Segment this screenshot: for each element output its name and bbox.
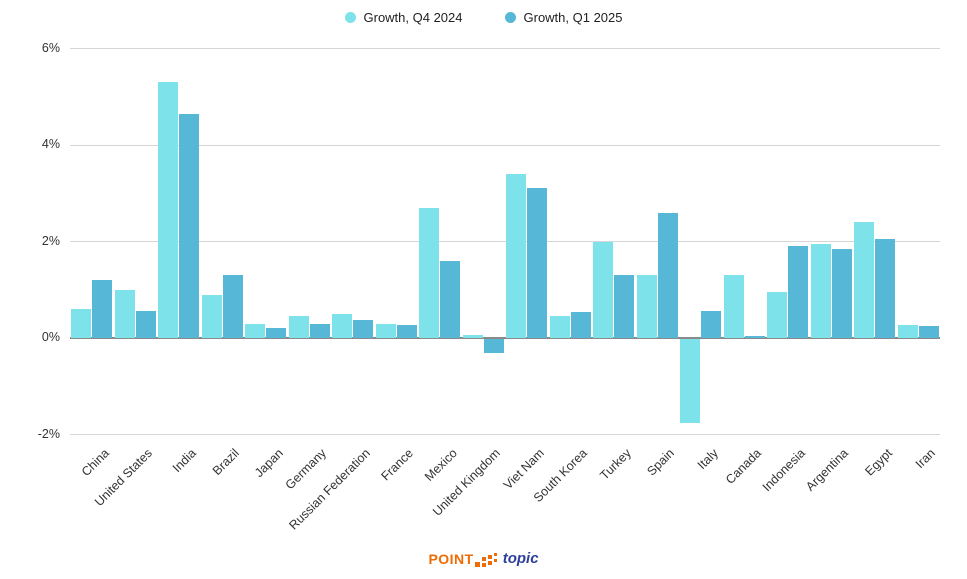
bar-russian-federation-growth-q4-2024[interactable] (332, 313, 353, 338)
logo-topic-text: topic (502, 550, 539, 567)
bar-indonesia-growth-q1-2025[interactable] (788, 246, 809, 338)
bar-united-kingdom-growth-q1-2025[interactable] (483, 339, 504, 354)
bar-france-growth-q1-2025[interactable] (396, 324, 417, 338)
gridline--2 (70, 434, 940, 435)
x-axis-line (70, 337, 940, 339)
legend-item-growth-q1-2025[interactable]: Growth, Q1 2025 (504, 10, 623, 25)
chart-legend: Growth, Q4 2024 Growth, Q1 2025 (0, 10, 967, 25)
bar-south-korea-growth-q1-2025[interactable] (570, 312, 591, 338)
bar-iran-growth-q1-2025[interactable] (918, 325, 939, 338)
bar-canada-growth-q4-2024[interactable] (723, 275, 744, 338)
bar-united-kingdom-growth-q4-2024[interactable] (462, 335, 483, 338)
bar-japan-growth-q4-2024[interactable] (245, 323, 266, 338)
legend-label-q4: Growth, Q4 2024 (363, 10, 463, 25)
bar-canada-growth-q1-2025[interactable] (744, 335, 765, 338)
bar-brazil-growth-q1-2025[interactable] (222, 275, 243, 338)
bar-india-growth-q1-2025[interactable] (179, 113, 200, 338)
y-axis-label-2: 2% (41, 233, 60, 248)
bar-viet-nam-growth-q4-2024[interactable] (506, 173, 527, 338)
bar-japan-growth-q1-2025[interactable] (266, 328, 287, 338)
bar-united-states-growth-q4-2024[interactable] (114, 289, 135, 338)
bar-china-growth-q4-2024[interactable] (71, 309, 92, 338)
bar-spain-growth-q4-2024[interactable] (636, 275, 657, 338)
bar-spain-growth-q1-2025[interactable] (657, 212, 678, 338)
bar-united-states-growth-q1-2025[interactable] (135, 311, 156, 338)
bar-south-korea-growth-q4-2024[interactable] (549, 316, 570, 338)
bar-turkey-growth-q4-2024[interactable] (593, 241, 614, 338)
bar-germany-growth-q1-2025[interactable] (309, 324, 330, 338)
bar-indonesia-growth-q4-2024[interactable] (767, 292, 788, 338)
bar-iran-growth-q4-2024[interactable] (897, 324, 918, 338)
bar-egypt-growth-q4-2024[interactable] (854, 222, 875, 338)
bar-egypt-growth-q1-2025[interactable] (875, 239, 896, 338)
bar-germany-growth-q4-2024[interactable] (288, 316, 309, 338)
legend-item-growth-q4-2024[interactable]: Growth, Q4 2024 (344, 10, 463, 25)
gridline-2 (70, 241, 940, 242)
brand-logo[interactable]: POINT topic (0, 550, 967, 567)
bar-india-growth-q4-2024[interactable] (158, 82, 179, 338)
legend-swatch-q4-icon (344, 12, 356, 23)
bar-turkey-growth-q1-2025[interactable] (614, 275, 635, 338)
y-axis-label-6: 6% (41, 40, 60, 55)
y-axis-label-4: 4% (41, 137, 60, 151)
bar-mexico-growth-q4-2024[interactable] (419, 207, 440, 338)
bar-italy-growth-q1-2025[interactable] (701, 311, 722, 338)
gridline-6 (70, 48, 940, 49)
bar-argentina-growth-q1-2025[interactable] (831, 248, 852, 338)
bar-russian-federation-growth-q1-2025[interactable] (353, 320, 374, 338)
bar-france-growth-q4-2024[interactable] (375, 324, 396, 338)
bar-viet-nam-growth-q1-2025[interactable] (527, 188, 548, 338)
logo-point-text: POINT (428, 550, 474, 567)
legend-label-q1: Growth, Q1 2025 (523, 10, 623, 25)
legend-swatch-q1-icon (504, 12, 516, 23)
y-axis-label-0: 0% (41, 330, 60, 344)
bar-brazil-growth-q4-2024[interactable] (201, 294, 222, 338)
y-axis-label--2: -2% (37, 426, 60, 441)
bar-china-growth-q1-2025[interactable] (92, 280, 113, 338)
bar-argentina-growth-q4-2024[interactable] (810, 243, 831, 338)
logo-dots-icon (474, 552, 497, 567)
bar-italy-growth-q4-2024[interactable] (680, 339, 701, 424)
gridline-4 (70, 144, 940, 146)
bar-mexico-growth-q1-2025[interactable] (440, 260, 461, 338)
